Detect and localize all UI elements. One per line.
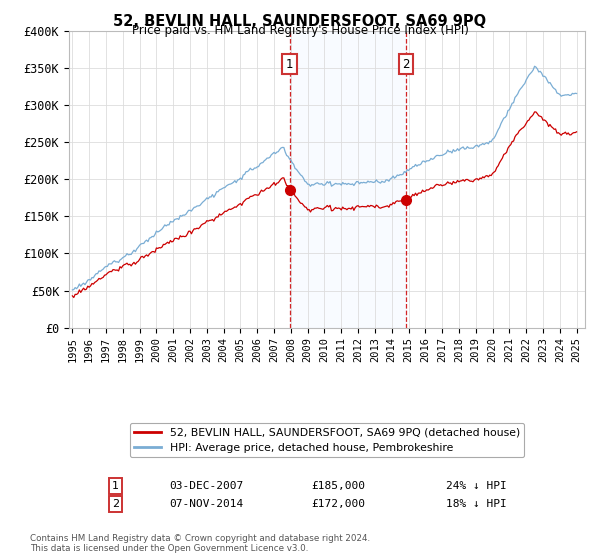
Text: 2: 2 [112, 499, 119, 509]
Legend: 52, BEVLIN HALL, SAUNDERSFOOT, SA69 9PQ (detached house), HPI: Average price, de: 52, BEVLIN HALL, SAUNDERSFOOT, SA69 9PQ … [130, 423, 524, 457]
Text: 1: 1 [112, 482, 119, 491]
Text: 07-NOV-2014: 07-NOV-2014 [170, 499, 244, 509]
Text: Price paid vs. HM Land Registry's House Price Index (HPI): Price paid vs. HM Land Registry's House … [131, 24, 469, 37]
Text: 24% ↓ HPI: 24% ↓ HPI [446, 482, 506, 491]
Bar [290, 31, 406, 328]
Text: 18% ↓ HPI: 18% ↓ HPI [446, 499, 506, 509]
Text: 03-DEC-2007: 03-DEC-2007 [170, 482, 244, 491]
Text: 2: 2 [402, 58, 410, 71]
Text: 1: 1 [286, 58, 293, 71]
Text: Contains HM Land Registry data © Crown copyright and database right 2024.
This d: Contains HM Land Registry data © Crown c… [30, 534, 370, 553]
Text: 52, BEVLIN HALL, SAUNDERSFOOT, SA69 9PQ: 52, BEVLIN HALL, SAUNDERSFOOT, SA69 9PQ [113, 14, 487, 29]
Text: £172,000: £172,000 [311, 499, 365, 509]
Text: £185,000: £185,000 [311, 482, 365, 491]
